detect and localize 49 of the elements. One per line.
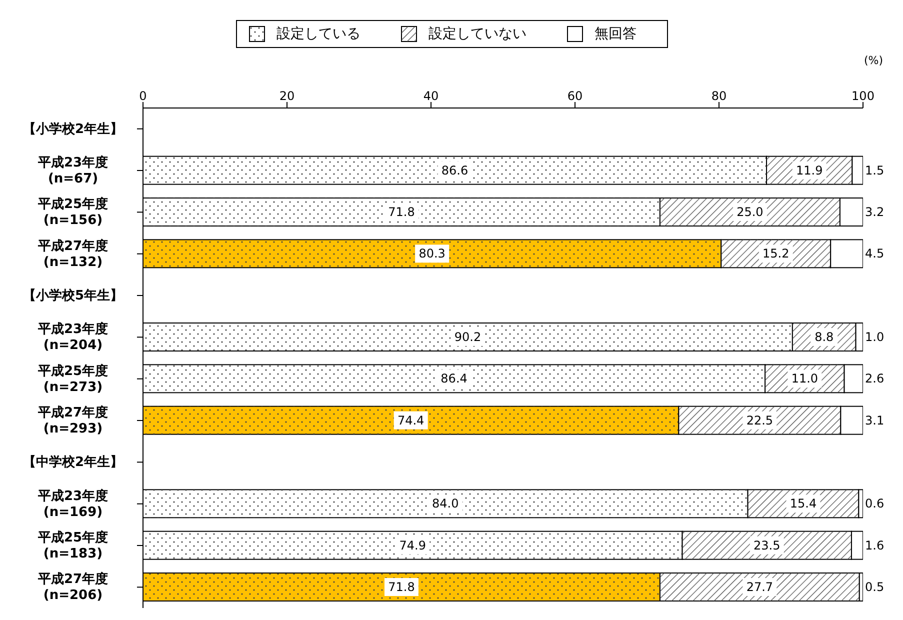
- x-tick-label: 60: [567, 89, 583, 103]
- data-label: 74.4: [397, 413, 424, 428]
- data-label: 1.6: [865, 538, 884, 552]
- legend-label: 設定していない: [428, 25, 526, 43]
- data-label: 25.0: [736, 205, 764, 219]
- legend-label: 無回答: [594, 25, 636, 43]
- data-label: 71.8: [388, 580, 415, 594]
- data-label: 8.8: [814, 330, 834, 344]
- data-label: 1.5: [865, 163, 884, 178]
- x-tick-label: 0: [139, 89, 147, 103]
- x-axis-title: (%): [864, 54, 883, 67]
- data-label: 15.2: [762, 246, 790, 261]
- x-tick-label: 40: [423, 89, 439, 103]
- y-tick-label: 平成25年度 (n=183): [36, 530, 108, 562]
- y-tick-label: 【中学校2年生】: [22, 454, 124, 470]
- y-tick-label: 【小学校5年生】: [22, 288, 124, 304]
- data-label: 27.7: [746, 580, 774, 594]
- data-label: 4.5: [865, 246, 884, 261]
- data-label: 3.1: [865, 413, 884, 428]
- data-label: 84.0: [432, 496, 459, 511]
- y-tick-label: 平成23年度 (n=169): [36, 488, 108, 520]
- y-tick-label: 平成23年度 (n=67): [36, 154, 108, 186]
- legend-label: 設定している: [276, 25, 360, 43]
- data-label: 3.2: [865, 205, 884, 219]
- data-label: 0.5: [865, 580, 884, 594]
- x-tick-label: 100: [852, 89, 874, 103]
- y-tick-label: 平成23年度 (n=204): [36, 321, 108, 354]
- y-tick-label: 【小学校2年生】: [22, 120, 124, 137]
- data-label: 2.6: [865, 372, 884, 386]
- data-label: 11.0: [791, 372, 818, 386]
- data-label: 1.0: [865, 330, 884, 344]
- data-label: 86.6: [441, 163, 468, 178]
- y-tick-label: 平成27年度 (n=132): [36, 238, 108, 270]
- y-tick-label: 平成27年度 (n=206): [36, 571, 108, 604]
- y-tick-label: 平成25年度 (n=156): [36, 196, 108, 228]
- x-tick-label: 20: [279, 89, 295, 103]
- data-label: 86.4: [440, 372, 468, 386]
- data-label: 90.2: [454, 330, 482, 344]
- x-tick-label: 80: [711, 89, 727, 103]
- data-label: 71.8: [388, 205, 415, 219]
- data-label: 0.6: [865, 496, 884, 511]
- data-label: 80.3: [418, 246, 446, 261]
- data-label: 22.5: [746, 413, 774, 428]
- y-tick-label: 平成27年度 (n=293): [36, 404, 108, 436]
- data-label: 23.5: [754, 538, 780, 552]
- data-label: 74.9: [399, 538, 426, 552]
- y-tick-label: 平成25年度 (n=273): [36, 362, 108, 395]
- data-label: 11.9: [796, 163, 823, 178]
- data-label: 15.4: [790, 496, 817, 511]
